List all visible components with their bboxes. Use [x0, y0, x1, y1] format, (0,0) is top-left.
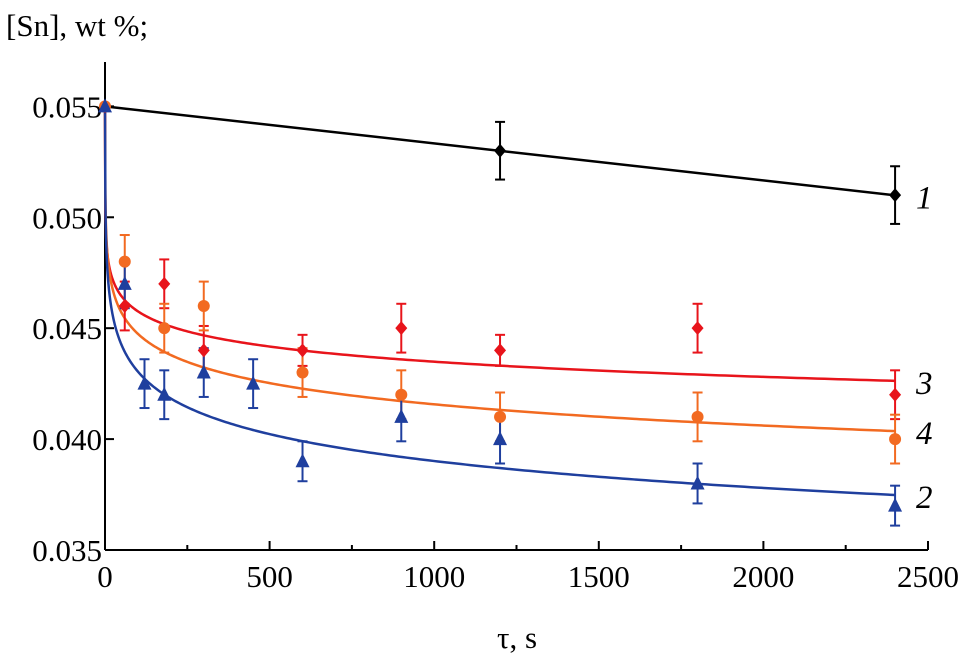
data-point-4 — [889, 433, 902, 446]
fit-curve-2 — [103, 106, 896, 497]
data-point-2 — [493, 431, 508, 446]
series-label-2: 2 — [916, 480, 933, 516]
x-tick-label: 1500 — [568, 559, 630, 594]
x-tick-label: 2000 — [732, 559, 794, 594]
x-tick-label: 1000 — [403, 559, 465, 594]
data-point-2 — [98, 98, 112, 113]
series-labels: 1 3 4 2 — [915, 180, 933, 516]
y-axis-title: [Sn], wt %; — [6, 8, 148, 43]
data-point-3 — [494, 343, 507, 358]
data-point-2 — [196, 364, 211, 379]
data-point-2 — [295, 453, 310, 468]
series-label-1: 1 — [916, 180, 933, 216]
y-tick-label: 0.035 — [32, 533, 102, 568]
data-point-2 — [157, 386, 172, 401]
x-tick-label: 2500 — [897, 559, 959, 594]
y-tick-label: 0.050 — [32, 200, 102, 235]
data-point-2 — [246, 375, 261, 390]
fit-curve-3 — [103, 106, 896, 383]
data-point-4 — [197, 300, 210, 312]
data-point-4 — [494, 410, 507, 423]
data-point-3 — [395, 321, 408, 336]
data-point-4 — [395, 388, 408, 401]
data-point-2 — [394, 408, 409, 423]
data-point-2 — [690, 475, 705, 490]
x-tick-label: 500 — [246, 559, 293, 594]
data-point-4 — [158, 322, 171, 335]
x-axis-title: τ, s — [497, 620, 537, 655]
x-tick-label: 0 — [97, 559, 113, 594]
data-point-2 — [888, 497, 903, 512]
series-label-3: 3 — [915, 366, 933, 402]
axes: 0 500 1000 1500 2000 2500 0.035 0.040 0.045 0.050… — [32, 62, 959, 594]
data-point-4 — [118, 255, 131, 268]
data-point-3 — [158, 276, 171, 291]
fit-curve-4 — [103, 106, 896, 433]
data-markers — [98, 98, 903, 512]
y-tick-label: 0.055 — [32, 89, 102, 124]
data-point-1 — [494, 143, 507, 158]
data-point-3 — [691, 321, 704, 336]
data-point-2 — [117, 275, 132, 290]
data-point-3 — [296, 343, 309, 358]
data-point-2 — [137, 375, 152, 390]
data-point-3 — [197, 343, 210, 358]
y-tick-label: 0.045 — [32, 311, 102, 346]
data-point-3 — [889, 387, 902, 402]
data-point-4 — [691, 410, 704, 423]
data-point-3 — [118, 299, 131, 313]
y-tick-label: 0.040 — [32, 422, 102, 457]
data-point-1 — [889, 188, 902, 203]
data-point-4 — [296, 366, 309, 379]
series-label-4: 4 — [916, 416, 933, 452]
